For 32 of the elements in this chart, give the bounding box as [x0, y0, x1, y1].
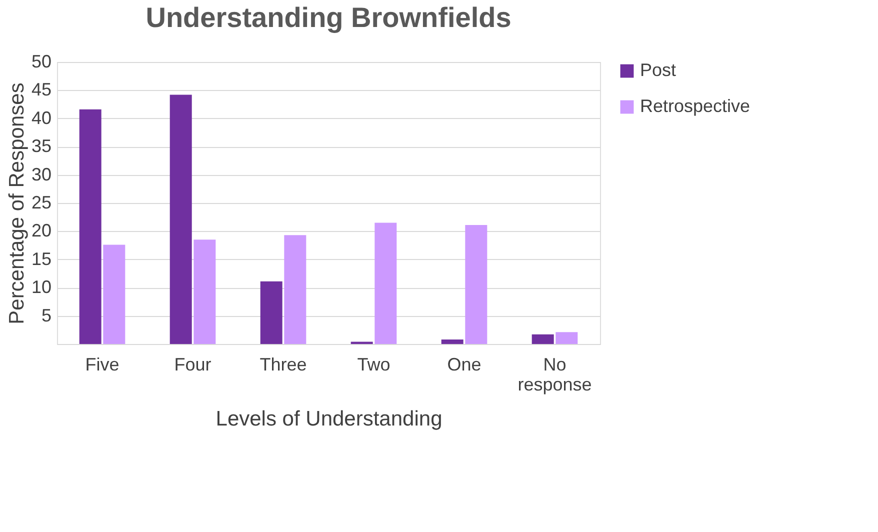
y-tick-label: 35 — [31, 136, 52, 156]
bar — [374, 222, 397, 344]
y-tick-label: 20 — [31, 220, 52, 241]
bar — [79, 109, 102, 344]
x-tick-label: No response — [518, 354, 592, 394]
bar — [194, 240, 216, 344]
x-axis-title: Levels of Understanding — [216, 408, 442, 430]
y-tick-label: 10 — [31, 277, 52, 298]
chart-title: Understanding Brownfields — [146, 2, 512, 33]
legend-label: Post — [640, 60, 676, 80]
bar — [284, 235, 306, 344]
legend-label: Retrospective — [640, 96, 750, 116]
y-tick-label: 50 — [31, 52, 52, 72]
bar — [103, 244, 126, 344]
y-tick-label: 25 — [31, 192, 52, 212]
bar — [170, 94, 192, 344]
x-tick-label: Two — [357, 354, 390, 374]
x-tick-label: Five — [85, 354, 120, 374]
bar — [532, 334, 554, 344]
x-tick-label: Four — [174, 354, 212, 374]
y-axis-title: Percentage of Responses — [5, 82, 28, 324]
bar — [465, 224, 488, 344]
y-tick-label: 40 — [31, 108, 52, 128]
y-tick-label: 5 — [41, 305, 52, 326]
x-tick-label: One — [447, 354, 482, 374]
y-tick-label: 30 — [31, 164, 52, 184]
bar — [441, 339, 464, 344]
x-tick-label: Three — [260, 354, 307, 374]
y-tick-label: 15 — [31, 248, 52, 269]
bar — [556, 332, 578, 344]
y-tick-label: 45 — [31, 80, 52, 100]
bar — [260, 281, 282, 344]
